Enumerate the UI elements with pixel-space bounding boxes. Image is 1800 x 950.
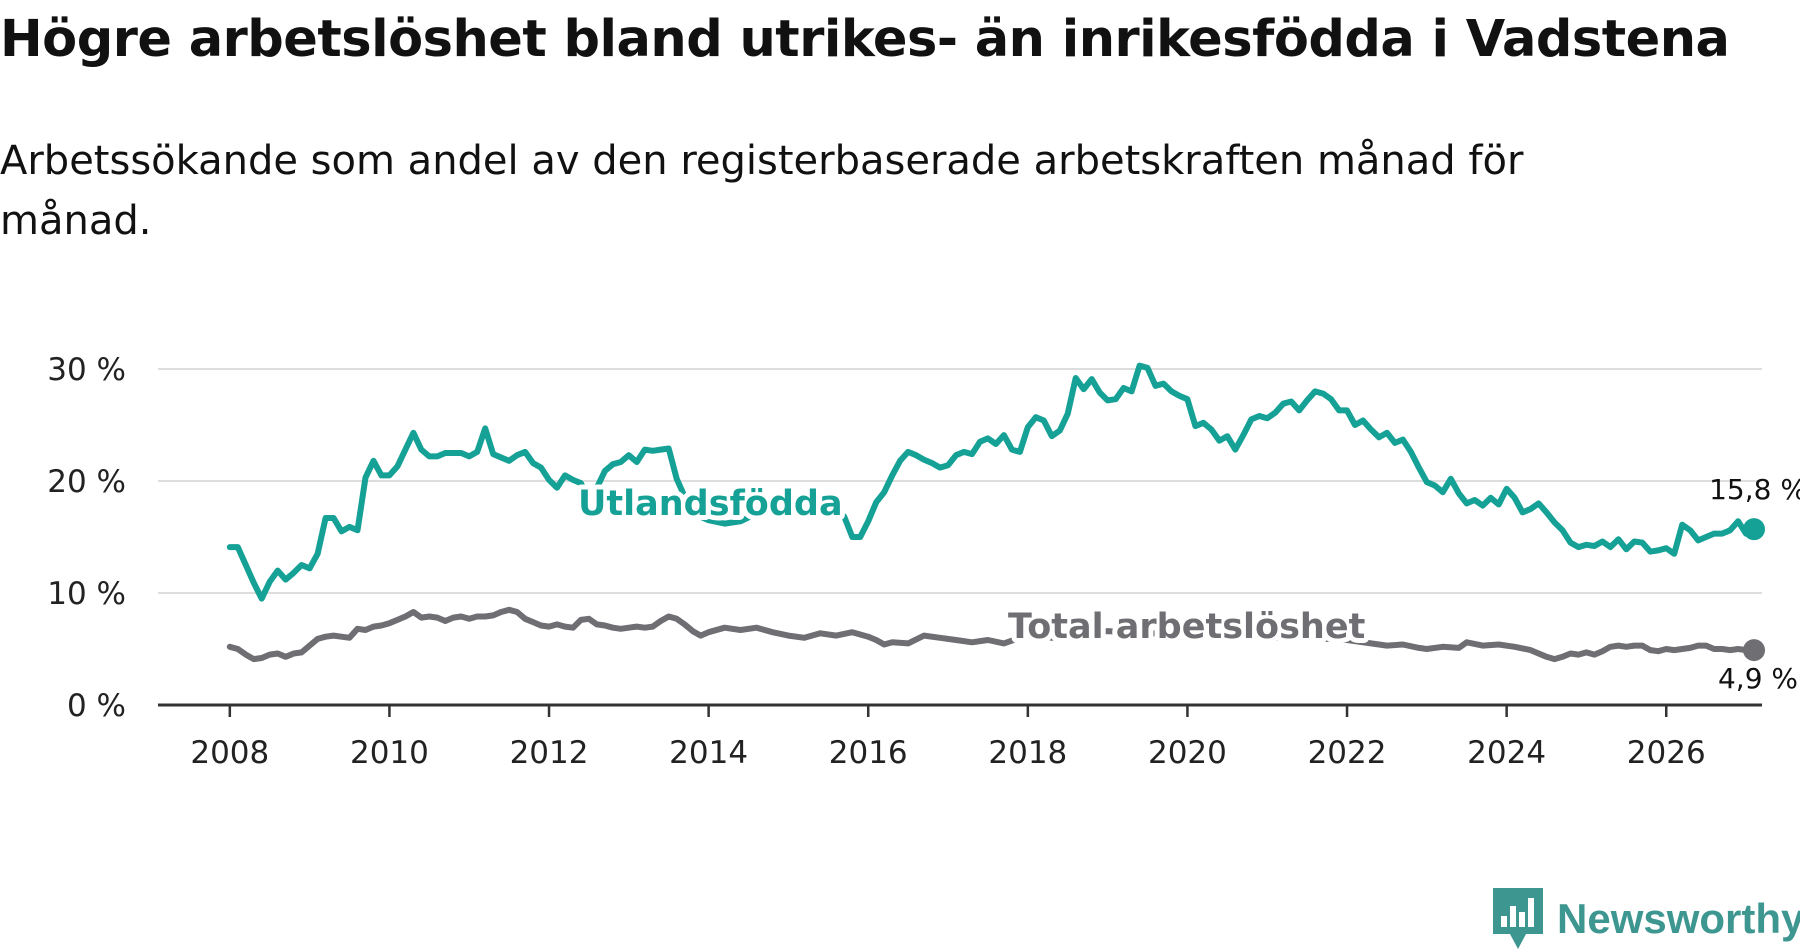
series-lines: [226, 362, 1766, 663]
end-value-label-utlandsfodda: 15,8 %: [1709, 473, 1800, 506]
series-label-utlandsfodda: Utlandsfödda: [578, 484, 843, 524]
x-tick-label: 2010: [350, 735, 429, 771]
series-line-total: [226, 606, 1757, 663]
end-point-marker: [1743, 518, 1766, 541]
end-value-label-total: 4,9 %: [1718, 662, 1798, 695]
x-tick-label: 2018: [988, 735, 1067, 771]
bar-chart-speech-bubble-icon: [1493, 888, 1543, 949]
x-tick-label: 2022: [1308, 735, 1387, 771]
gridlines: [158, 368, 1762, 594]
x-tick-label: 2008: [190, 735, 269, 771]
series-line-utlandsfodda: [226, 362, 1757, 602]
y-axis: 0 % 10 % 20 % 30 %: [47, 352, 126, 724]
end-point-marker: [1743, 639, 1766, 662]
x-tick-label: 2012: [510, 735, 589, 771]
series-label-total: Total arbetslöshet: [1008, 607, 1365, 647]
y-tick-label: 10 %: [47, 576, 126, 612]
chart-title: Högre arbetslöshet bland utrikes- än inr…: [0, 10, 1730, 69]
x-axis: 2008 2010 2012 2014 2016 2018 2020 2022 2024 2026: [158, 703, 1762, 771]
x-tick-label: 2014: [669, 735, 748, 771]
x-tick-label: 2020: [1148, 735, 1227, 771]
brand-name: Newsworthy: [1557, 895, 1800, 942]
y-tick-label: 20 %: [47, 464, 126, 500]
chart-subtitle: Arbetssökande som andel av den registerb…: [0, 138, 1524, 244]
series-labels: Utlandsfödda Total arbetslöshet 15,8 % 4,9 …: [573, 473, 1800, 695]
x-tick-label: 2016: [829, 735, 908, 771]
y-tick-label: 30 %: [47, 352, 126, 388]
x-tick-label: 2026: [1627, 735, 1706, 771]
brand-logo: Newsworthy: [1493, 888, 1800, 950]
x-tick-label: 2024: [1467, 735, 1546, 771]
y-tick-label: 0 %: [67, 688, 126, 724]
